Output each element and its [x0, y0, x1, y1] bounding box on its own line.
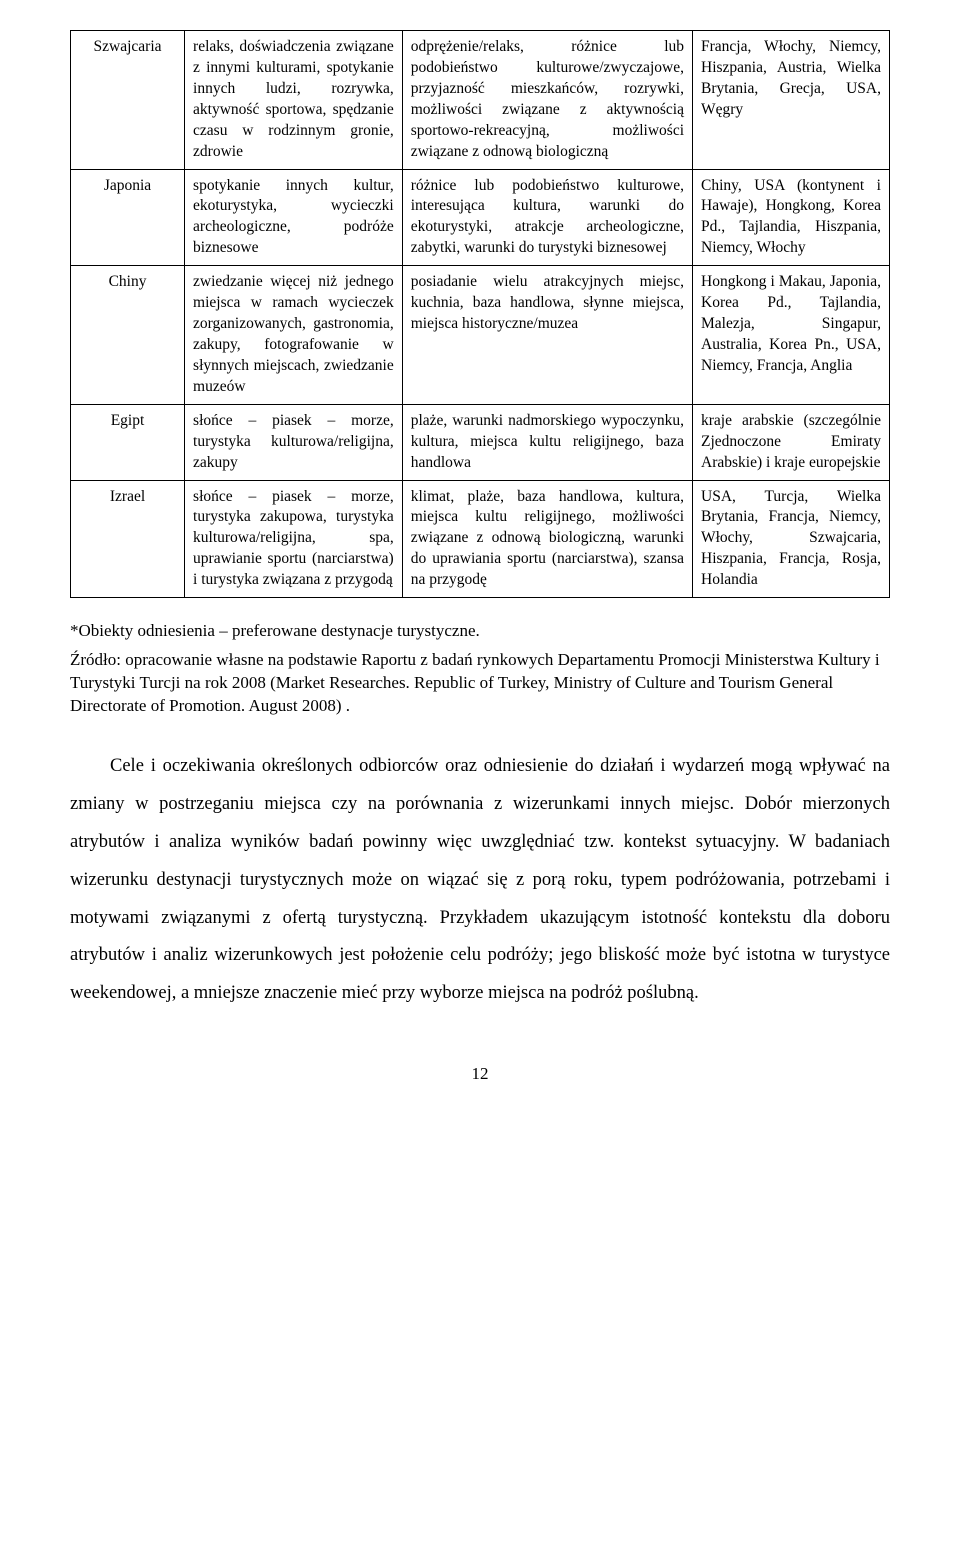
country-cell: Izrael — [71, 480, 185, 598]
country-cell: Chiny — [71, 266, 185, 405]
destinations-cell: Hongkong i Makau, Japonia, Korea Pd., Ta… — [693, 266, 890, 405]
attributes-cell: plaże, warunki nadmorskiego wypoczynku, … — [402, 404, 692, 480]
motives-cell: słońce – piasek – morze, turystyka kultu… — [185, 404, 403, 480]
motives-cell: relaks, doświadczenia związane z innymi … — [185, 31, 403, 170]
table-row: Izraelsłońce – piasek – morze, turystyka… — [71, 480, 890, 598]
attributes-cell: klimat, plaże, baza handlowa, kultura, m… — [402, 480, 692, 598]
table-row: Szwajcariarelaks, doświadczenia związane… — [71, 31, 890, 170]
attributes-cell: odprężenie/relaks, różnice lub podobieńs… — [402, 31, 692, 170]
table-row: Chinyzwiedzanie więcej niż jednego miejs… — [71, 266, 890, 405]
motives-cell: spotykanie innych kultur, ekoturystyka, … — [185, 169, 403, 266]
body-paragraph: Cele i oczekiwania określonych odbiorców… — [70, 748, 890, 1013]
page-number: 12 — [70, 1063, 890, 1086]
table-row: Japoniaspotykanie innych kultur, ekotury… — [71, 169, 890, 266]
attributes-cell: posiadanie wielu atrakcyjnych miejsc, ku… — [402, 266, 692, 405]
table-row: Egiptsłońce – piasek – morze, turystyka … — [71, 404, 890, 480]
destinations-cell: USA, Turcja, Wielka Brytania, Francja, N… — [693, 480, 890, 598]
source-citation: Źródło: opracowanie własne na podstawie … — [70, 649, 890, 718]
footnote: *Obiekty odniesienia – preferowane desty… — [70, 620, 890, 643]
destinations-cell: kraje arabskie (szczególnie Zjednoczone … — [693, 404, 890, 480]
attributes-cell: różnice lub podobieństwo kulturowe, inte… — [402, 169, 692, 266]
country-cell: Japonia — [71, 169, 185, 266]
destinations-cell: Francja, Włochy, Niemcy, Hiszpania, Aust… — [693, 31, 890, 170]
motives-cell: słońce – piasek – morze, turystyka zakup… — [185, 480, 403, 598]
motives-cell: zwiedzanie więcej niż jednego miejsca w … — [185, 266, 403, 405]
country-cell: Egipt — [71, 404, 185, 480]
data-table: Szwajcariarelaks, doświadczenia związane… — [70, 30, 890, 598]
country-cell: Szwajcaria — [71, 31, 185, 170]
destinations-cell: Chiny, USA (kontynent i Hawaje), Hongkon… — [693, 169, 890, 266]
